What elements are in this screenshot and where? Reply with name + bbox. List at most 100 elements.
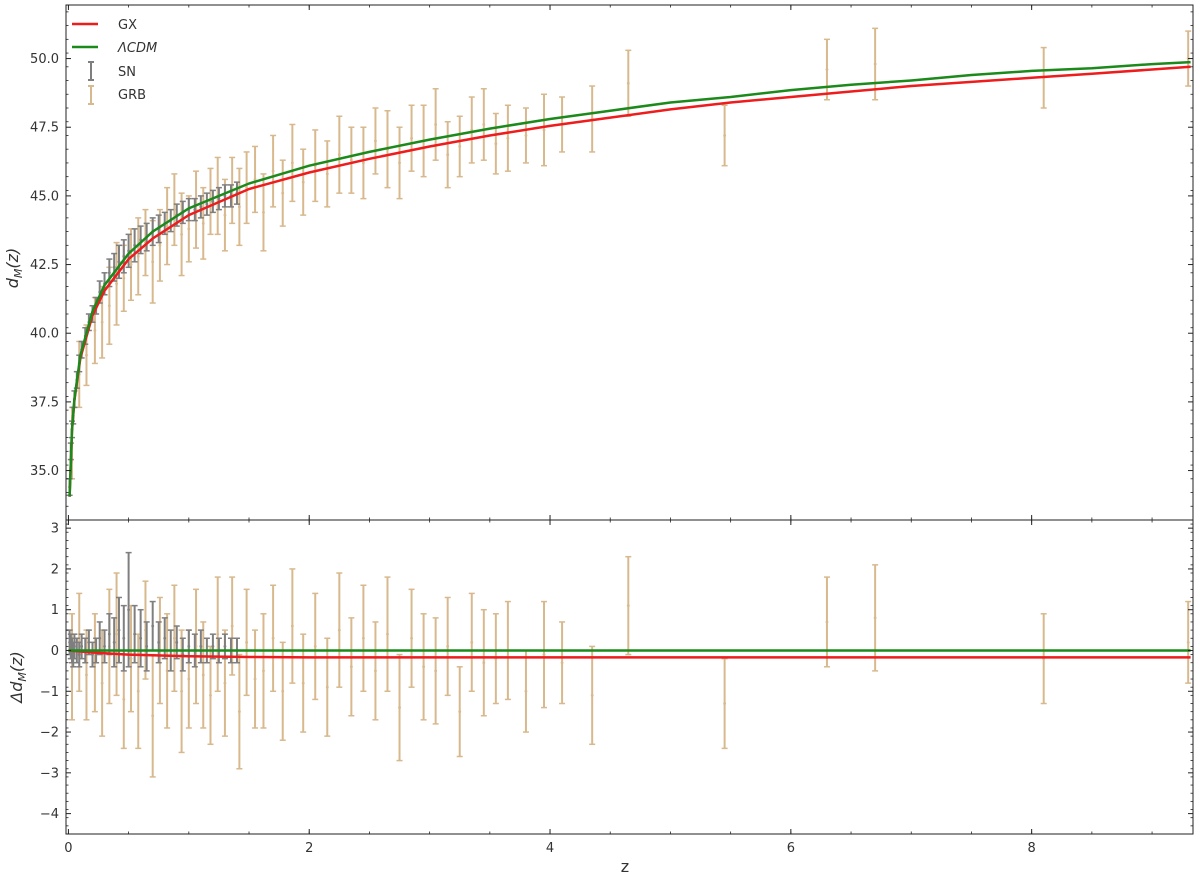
top-grb-point [522,107,529,164]
top-grb-point [408,104,415,172]
top-ytick-label: 47.5 [30,121,59,136]
bottom-grb-point [348,617,355,717]
xtick-label: 0 [64,841,72,856]
top-grb-point [289,123,296,203]
top-grb-marker [626,81,630,85]
bottom-sn-marker [80,645,84,648]
bottom-grb-point [420,613,427,721]
bottom-grb-marker [524,689,528,693]
legend-swatch-sn [88,61,94,81]
bottom-grb-point [480,608,487,717]
bottom-ytick-label: −2 [40,726,59,741]
bottom-ytick-label: 1 [51,603,59,618]
top-lcdm-line [68,60,1191,497]
bottom-sn-marker [77,653,81,656]
top-grb-point [444,120,451,189]
legend-item-grb: GRB [88,85,146,105]
bottom-sn-marker [139,636,143,640]
top-grb-marker [223,213,227,217]
bottom-ytick-label: −3 [40,766,59,781]
bottom-sn-point [106,613,113,656]
bottom-sn-point [173,625,180,660]
bottom-grb-marker [253,677,257,681]
top-sn-marker [223,194,227,198]
bottom-grb-marker [237,710,241,714]
top-sn-marker [199,205,203,209]
top-grb-marker [337,153,341,157]
bottom-grb-marker [560,661,564,665]
bottom-sn-point [185,629,192,664]
bottom-sn-point [149,600,156,652]
top-grb-marker [410,136,413,140]
bottom-sn-marker [157,640,161,644]
bottom-ytick-label: 0 [51,644,59,659]
bottom-grb-point [336,572,343,688]
top-grb-point [872,27,879,101]
top-grb-marker [122,276,126,280]
bottom-grb-marker [100,681,104,685]
bottom-sn-point [120,604,127,672]
bottom-grb-point [270,584,277,693]
top-sn-series [66,181,240,497]
bottom-grb-point [432,617,439,725]
bottom-grb-marker [187,677,191,681]
bottom-sn-point [209,633,216,660]
top-grb-point [324,140,331,208]
top-grb-marker [165,224,169,228]
top-ytick-label: 45.0 [30,189,59,204]
xtick-label: 2 [305,841,313,856]
top-grb-marker [290,161,294,165]
top-grb-point [164,186,171,266]
top-grb-marker [271,169,275,173]
top-grb-marker [136,254,140,258]
top-grb-marker [85,353,88,357]
bottom-gx-line [68,649,1191,659]
bottom-grb-marker [313,645,317,648]
top-sn-marker [117,260,121,264]
bottom-grb-marker [262,669,265,673]
top-ytick-label: 42.5 [30,258,59,273]
top-grb-point [236,167,243,247]
top-grb-marker [494,142,498,146]
top-grb-marker [349,158,353,162]
top-grb-marker [245,186,249,190]
bottom-grb-marker [129,657,133,661]
bottom-grb-marker [362,636,365,640]
top-grb-point [625,49,632,117]
bottom-sn-point [137,608,144,668]
bottom-grb-point [384,576,391,693]
top-grb-marker [398,161,401,165]
bottom-ytick-label: 2 [51,562,59,577]
bottom-grb-marker [122,698,126,701]
top-grb-marker [100,320,104,324]
bottom-sn-marker [127,608,131,612]
top-grb-point [504,104,511,172]
top-grb-point [270,134,277,208]
top-grb-marker [325,172,329,176]
bottom-sn-point [131,604,138,664]
bottom-ylabel: ΔdM(z) [7,651,29,705]
bottom-grb-point [207,645,214,746]
top-grb-marker [237,205,241,209]
top-grb-point [721,104,728,167]
bottom-sn-point [115,596,122,664]
bottom-ytick-label: −1 [40,685,59,700]
top-grb-marker [434,123,438,126]
top-ytick-label: 37.5 [30,395,59,410]
legend-label-grb: GRB [118,88,146,103]
top-sn-point [191,197,198,222]
top-grb-marker [151,260,155,264]
bottom-grb-series [69,555,1192,778]
bottom-sn-series [66,551,240,672]
bottom-grb-point [360,584,367,693]
bottom-grb-point [214,576,221,693]
xtick-label: 4 [546,841,554,856]
bottom-grb-point [444,596,451,697]
top-grb-marker [482,123,486,126]
bottom-grb-marker [386,632,389,636]
top-errorbars [66,27,1192,497]
top-grb-marker [180,232,183,236]
top-grb-point [480,88,487,161]
bottom-grb-marker [180,689,183,693]
